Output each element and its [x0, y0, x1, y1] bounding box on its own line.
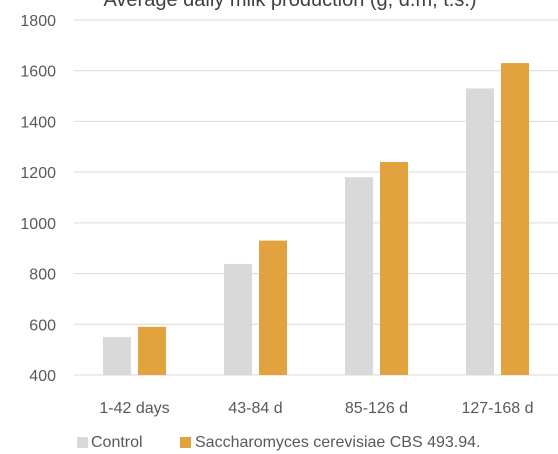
x-axis-ticks: 1-42 days 43-84 d 85-126 d 127-168 d [99, 400, 533, 417]
bars [103, 63, 529, 375]
legend-swatch [77, 437, 88, 448]
y-tick-label: 400 [29, 368, 56, 385]
y-tick-label: 600 [29, 317, 56, 334]
y-tick-label: 1800 [20, 13, 56, 30]
chart-title: Average daily milk production (g, d.m, t… [103, 0, 476, 11]
bar-control-1 [103, 336, 131, 375]
legend: Control Saccharomyces cerevisiae CBS 493.… [77, 434, 480, 451]
y-tick-label: 1200 [20, 165, 56, 182]
x-tick-label: 85-126 d [345, 400, 408, 417]
bar-saccharomyces-1 [138, 326, 166, 375]
x-tick-label: 1-42 days [99, 400, 169, 417]
bar-saccharomyces-2 [259, 240, 287, 375]
bar-control-2 [224, 263, 252, 375]
legend-label: Saccharomyces cerevisiae CBS 493.94. [195, 434, 480, 451]
gridlines [74, 19, 558, 376]
bar-saccharomyces-3 [380, 162, 408, 375]
y-tick-label: 1000 [20, 216, 56, 233]
legend-label: Control [91, 434, 143, 451]
y-tick-label: 1400 [20, 114, 56, 131]
bar-saccharomyces-4 [501, 63, 529, 375]
bar-control-3 [345, 177, 373, 375]
legend-swatch [180, 437, 191, 448]
x-tick-label: 127-168 d [461, 400, 533, 417]
y-tick-label: 1600 [20, 64, 56, 81]
bar-control-4 [466, 88, 494, 375]
y-axis-ticks: 400 600 800 1000 1200 1400 1600 1800 [20, 13, 56, 385]
x-tick-label: 43-84 d [228, 400, 282, 417]
y-tick-label: 800 [29, 267, 56, 284]
